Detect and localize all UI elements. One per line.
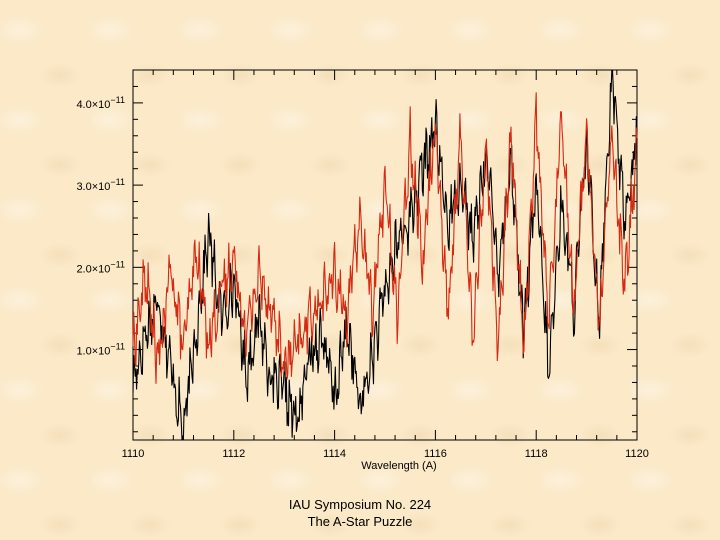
- y-tick-exponent: −11: [110, 342, 125, 352]
- series-line-red: [132, 92, 638, 384]
- caption-title: IAU Symposium No. 224: [288, 497, 432, 512]
- y-tick-exponent: −11: [110, 95, 125, 105]
- plot-frame: [132, 69, 638, 441]
- x-tick-label: 1112: [222, 448, 245, 460]
- x-tick-label: 1110: [122, 448, 145, 460]
- series-line-black: [132, 69, 638, 441]
- x-tick-label: 1118: [525, 448, 548, 460]
- y-tick-exponent: −11: [110, 259, 125, 269]
- y-tick-exponent: −11: [110, 177, 125, 187]
- y-tick-label: 3.0×10−11: [76, 177, 125, 193]
- x-tick-label: 1116: [424, 448, 447, 460]
- caption-subtitle: The A-Star Puzzle: [307, 514, 413, 529]
- y-tick-label: 4.0×10−11: [76, 95, 125, 111]
- y-tick-label: 2.0×10−11: [76, 259, 125, 275]
- x-tick-label: 1114: [323, 448, 346, 460]
- x-tick-label: 1120: [625, 448, 649, 460]
- x-axis-label: Wavelength (A): [361, 460, 436, 472]
- y-tick-label: 1.0×10−11: [76, 342, 125, 358]
